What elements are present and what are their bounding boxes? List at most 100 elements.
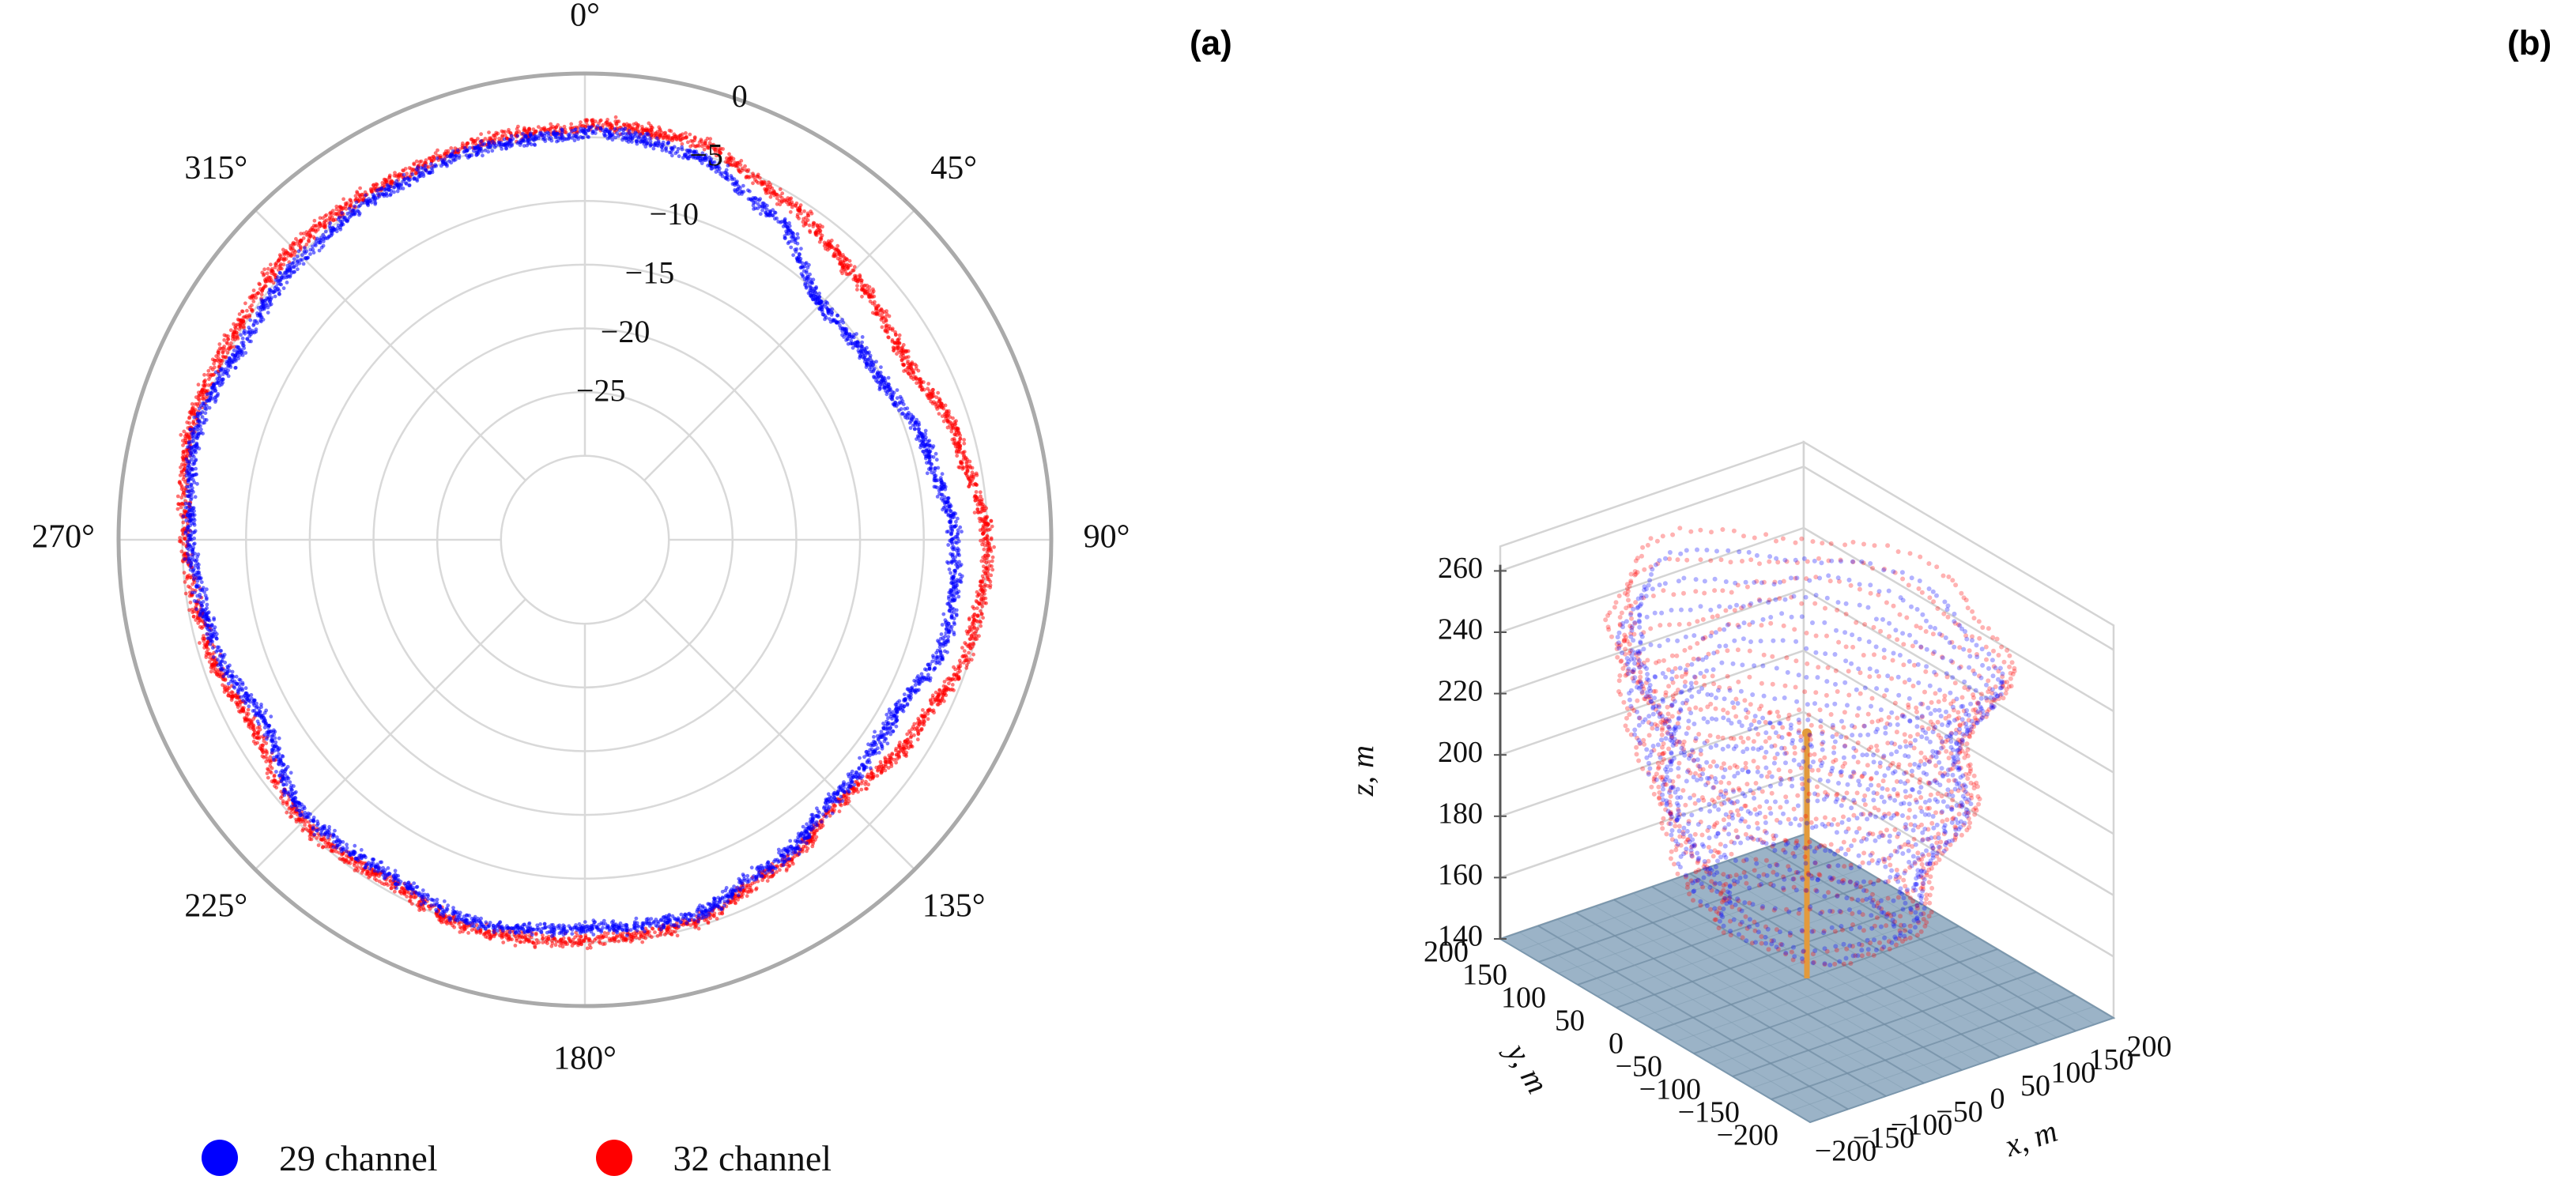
data-point xyxy=(444,920,449,925)
data-point xyxy=(778,187,783,191)
data-point xyxy=(912,722,917,726)
data-point xyxy=(903,739,907,744)
data-point xyxy=(620,933,624,938)
data-point xyxy=(956,440,960,444)
data-point xyxy=(251,717,255,722)
data-point xyxy=(188,575,193,580)
data-point xyxy=(962,649,967,654)
angular-gridline xyxy=(254,209,526,481)
data-point xyxy=(582,939,586,944)
data-point xyxy=(187,421,192,425)
data-point xyxy=(731,163,735,168)
data-point xyxy=(315,828,319,833)
data-point xyxy=(326,841,330,845)
data-point xyxy=(859,787,864,792)
data-point xyxy=(274,786,279,790)
data-point xyxy=(852,265,857,269)
data-point xyxy=(953,432,957,437)
data-point xyxy=(341,857,345,861)
data-point xyxy=(937,399,941,403)
data-point xyxy=(650,935,654,940)
data-point xyxy=(812,831,816,836)
data-point xyxy=(813,230,818,235)
data-point xyxy=(386,866,390,870)
data-point xyxy=(909,375,914,380)
data-point xyxy=(904,754,908,759)
data-point xyxy=(179,549,184,554)
data-point xyxy=(191,419,196,424)
data-point xyxy=(331,217,336,222)
data-point xyxy=(387,173,392,178)
data-point xyxy=(982,564,986,569)
data-point xyxy=(502,137,507,141)
data-point xyxy=(873,300,877,304)
data-point xyxy=(405,171,409,176)
data-point xyxy=(980,532,985,536)
data-point xyxy=(628,928,633,933)
data-point xyxy=(895,388,900,392)
data-point xyxy=(835,247,839,251)
data-point xyxy=(971,652,975,657)
data-point xyxy=(918,381,923,385)
data-point xyxy=(735,164,740,168)
data-point xyxy=(639,124,644,129)
data-point xyxy=(740,190,745,194)
data-point xyxy=(675,933,680,938)
data-point xyxy=(410,172,415,176)
data-point xyxy=(736,893,741,898)
data-point xyxy=(293,241,297,246)
data-point xyxy=(236,705,240,710)
data-point xyxy=(964,653,967,658)
data-point xyxy=(837,809,842,814)
data-point xyxy=(255,732,260,737)
data-point xyxy=(278,254,283,258)
data-point xyxy=(867,288,872,292)
data-point xyxy=(515,938,519,943)
data-point xyxy=(427,156,432,160)
data-point xyxy=(201,636,205,641)
data-point xyxy=(274,261,279,266)
data-point xyxy=(304,233,309,237)
data-point xyxy=(981,577,986,581)
data-point xyxy=(945,425,950,430)
data-point xyxy=(221,350,225,355)
data-point xyxy=(632,122,636,126)
data-point xyxy=(601,935,605,940)
data-point xyxy=(837,262,842,266)
data-point xyxy=(886,375,891,380)
data-point xyxy=(805,213,810,217)
data-point xyxy=(329,210,333,215)
data-point xyxy=(922,719,926,724)
data-point xyxy=(543,127,547,132)
data-point xyxy=(458,930,462,934)
data-point xyxy=(497,933,502,937)
data-point xyxy=(210,367,215,371)
data-point xyxy=(222,337,227,342)
data-point xyxy=(197,394,202,398)
data-point xyxy=(195,401,199,406)
data-point xyxy=(808,839,813,843)
data-point xyxy=(202,383,206,388)
data-point xyxy=(811,220,816,225)
data-point xyxy=(484,930,488,935)
data-point xyxy=(178,480,182,484)
data-point xyxy=(975,594,979,598)
data-point xyxy=(859,278,863,283)
data-point xyxy=(179,496,184,500)
data-point xyxy=(522,940,526,944)
data-point xyxy=(613,115,618,119)
data-point xyxy=(443,151,447,156)
data-point xyxy=(560,941,564,946)
data-point xyxy=(232,332,236,336)
data-point xyxy=(179,465,183,469)
data-point xyxy=(304,820,308,824)
data-point xyxy=(367,875,371,880)
data-point xyxy=(262,267,266,272)
data-point xyxy=(178,473,183,477)
data-point xyxy=(466,931,470,935)
data-point xyxy=(903,349,908,354)
data-point xyxy=(980,604,985,609)
data-point xyxy=(968,643,972,647)
data-point xyxy=(862,755,866,759)
data-point xyxy=(262,739,266,744)
